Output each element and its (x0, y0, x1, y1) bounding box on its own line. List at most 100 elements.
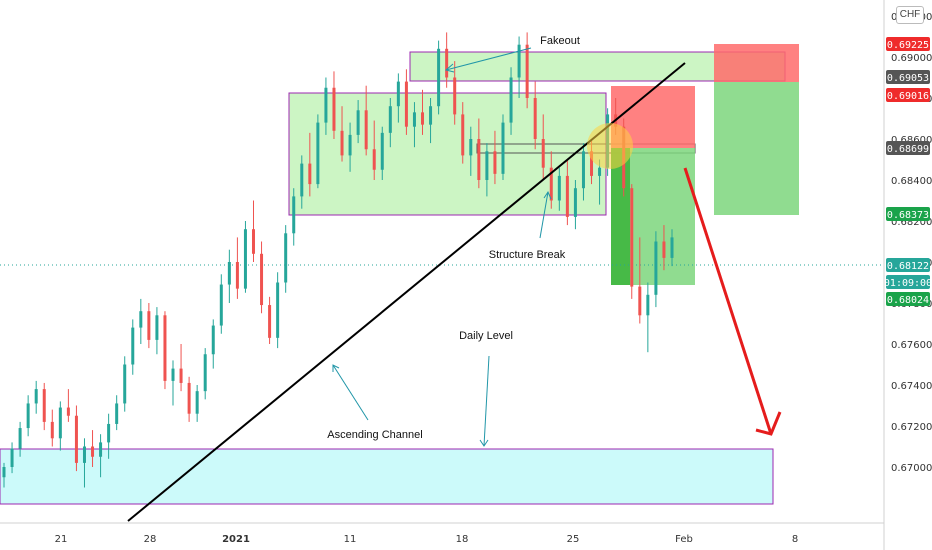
candle (91, 430, 95, 467)
candle (630, 184, 634, 299)
candle (453, 61, 457, 125)
candle (34, 380, 38, 414)
candle (147, 303, 151, 349)
x-tick-label: 21 (55, 534, 68, 545)
candle-body (147, 311, 151, 340)
candle (155, 307, 159, 355)
candle-body (437, 48, 441, 107)
candle (412, 102, 416, 148)
price-tag-bg (886, 70, 930, 84)
bearish-arrow-head (755, 411, 782, 436)
candle-body (380, 132, 384, 170)
annotation-fakeout: Fakeout (540, 35, 580, 47)
price-tag-label: 0.68699 (887, 144, 929, 155)
candle (74, 405, 78, 472)
y-tick-label: 0.68400 (891, 176, 932, 187)
candle (235, 237, 239, 299)
candle (340, 106, 344, 162)
annotation-structure-break: Structure Break (489, 249, 566, 261)
candle-body (493, 151, 497, 174)
candle (324, 77, 328, 135)
bearish-arrow-shaft (683, 167, 773, 435)
candle (598, 159, 602, 205)
candle-body (541, 139, 545, 168)
price-tag-bg (886, 292, 930, 306)
candle (171, 360, 175, 406)
candle-body (91, 446, 95, 457)
y-tick-label: 0.67200 (891, 422, 932, 433)
time-axis-bg (0, 523, 932, 550)
position-elapsed (611, 148, 630, 285)
candle (316, 114, 320, 189)
price-tag: 0.68373 (886, 207, 930, 221)
candle-body (340, 130, 344, 156)
candle-body (501, 122, 505, 174)
candle-body (276, 282, 280, 338)
candle (332, 71, 336, 139)
candle (565, 159, 569, 226)
candle (211, 319, 215, 369)
candle (437, 40, 441, 115)
candle (123, 356, 127, 412)
candle (308, 132, 312, 197)
candle-body (203, 354, 207, 392)
candle (292, 188, 296, 246)
candle-body (235, 262, 239, 289)
candle (66, 389, 70, 422)
candle (501, 114, 505, 180)
candle-body (654, 241, 658, 295)
x-tick-label: 25 (567, 534, 580, 545)
candle (493, 130, 497, 185)
candle-body (445, 48, 449, 78)
y-tick-label: 0.68200 (891, 217, 932, 228)
candle-body (251, 229, 255, 254)
candle (364, 85, 368, 156)
candle-body (260, 253, 264, 306)
candle (525, 32, 529, 109)
candle (42, 382, 46, 431)
x-tick-label: 8 (792, 534, 798, 545)
candle (18, 421, 22, 457)
projected-target-zone (714, 82, 799, 215)
candle (557, 167, 561, 211)
candle (396, 73, 400, 123)
currency-badge[interactable]: CHF (896, 6, 924, 24)
candle (469, 126, 473, 176)
candle-body (10, 448, 14, 467)
candle-body (34, 389, 38, 404)
candle (477, 118, 481, 189)
candle (243, 221, 247, 293)
candle-body (453, 77, 457, 115)
daily-level-arrowhead (479, 439, 489, 447)
candle (276, 272, 280, 349)
candle-body (187, 382, 191, 414)
candle-body (74, 415, 78, 463)
candle (517, 36, 521, 98)
x-tick-label: 11 (344, 534, 357, 545)
x-tick-label: 18 (456, 534, 469, 545)
price-tag: 0.68699 (886, 141, 930, 155)
price-tag: 0.68122 (886, 258, 930, 272)
y-tick-label: 0.67600 (891, 340, 932, 351)
candle-body (670, 237, 674, 258)
candle (203, 348, 207, 400)
channel-arrow (332, 364, 369, 421)
candle (251, 200, 255, 262)
candle-body (533, 98, 537, 139)
candle-body (82, 446, 86, 463)
candle-body (549, 167, 553, 201)
candle (195, 385, 199, 422)
candle (10, 442, 14, 474)
price-tag-bg (886, 275, 930, 289)
candle (445, 32, 449, 88)
price-tag-label: 01:09:00 (884, 278, 932, 289)
price-tag-bg (886, 88, 930, 102)
candle-body (292, 196, 296, 234)
candle-body (598, 167, 602, 176)
candle (461, 102, 465, 164)
candle (388, 98, 392, 148)
candle-body (131, 327, 135, 365)
candle (26, 395, 30, 437)
candle-body (155, 315, 159, 340)
